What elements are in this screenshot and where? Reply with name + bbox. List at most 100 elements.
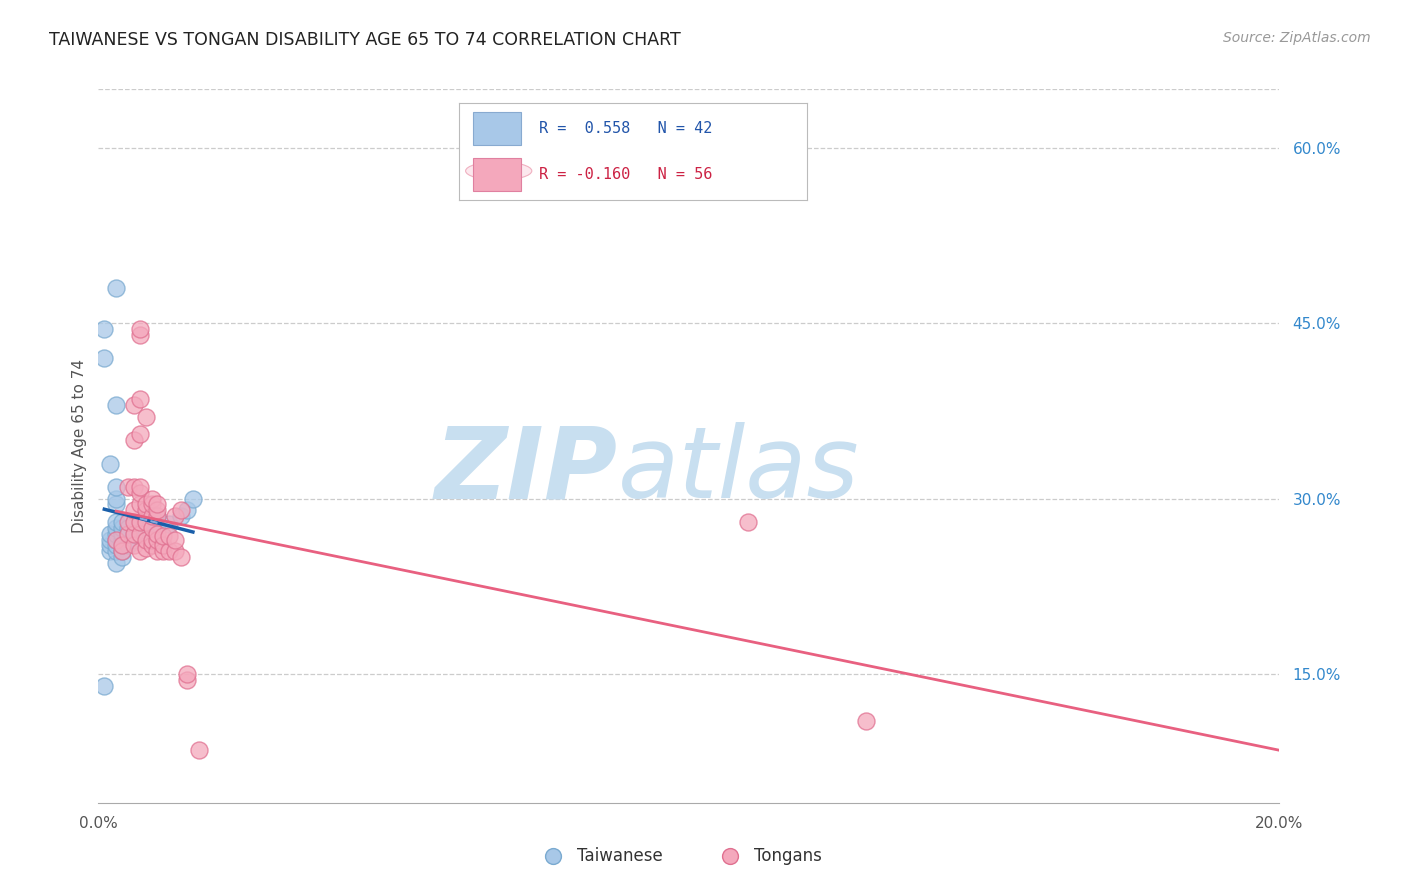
Point [141,538,163,552]
Point [128,327,150,342]
Point [135,541,157,555]
Point [141,509,163,524]
Text: TAIWANESE VS TONGAN DISABILITY AGE 65 TO 74 CORRELATION CHART: TAIWANESE VS TONGAN DISABILITY AGE 65 TO… [49,31,681,49]
Point [157,517,180,532]
Point [117,515,139,529]
Point [176,503,198,517]
Point [152,538,174,552]
Point [128,526,150,541]
Point [98,526,121,541]
Point [105,480,128,494]
Point [146,498,169,512]
Point [737,515,759,529]
Point [111,544,134,558]
Point [105,515,128,529]
Point [165,544,187,558]
Point [111,521,134,535]
Point [117,480,139,494]
Point [141,521,163,535]
Text: atlas: atlas [619,423,859,519]
Point [135,409,157,424]
Point [128,485,150,500]
Point [128,322,150,336]
Point [117,526,139,541]
Point [157,529,180,543]
Point [157,544,180,558]
Point [111,544,134,558]
Point [105,521,128,535]
Text: Tongans: Tongans [754,847,821,865]
Point [146,526,169,541]
Text: ZIP: ZIP [434,423,619,519]
Point [111,526,134,541]
Point [181,491,204,506]
Point [135,503,157,517]
Point [135,515,157,529]
Point [146,544,169,558]
Point [170,503,193,517]
Point [128,515,150,529]
Point [122,433,145,447]
Point [146,533,169,547]
Point [170,509,193,524]
Point [105,398,128,412]
Point [135,533,157,547]
Point [141,498,163,512]
Point [105,533,128,547]
Point [128,480,150,494]
Point [111,533,134,547]
Point [146,503,169,517]
Point [122,503,145,517]
Point [117,538,139,552]
Point [105,498,128,512]
Text: Source: ZipAtlas.com: Source: ZipAtlas.com [1223,31,1371,45]
Point [141,533,163,547]
Point [122,526,145,541]
Point [111,538,134,552]
Point [117,526,139,541]
Point [117,521,139,535]
Point [98,538,121,552]
Point [146,521,169,535]
Point [135,515,157,529]
Point [128,392,150,407]
Point [146,509,169,524]
Point [152,529,174,543]
Point [146,509,169,524]
Point [105,538,128,552]
Point [98,457,121,471]
Point [152,544,174,558]
Point [128,427,150,442]
Point [135,526,157,541]
Point [93,322,115,336]
Point [135,498,157,512]
Point [122,538,145,552]
Point [165,509,187,524]
Point [98,533,121,547]
Point [98,544,121,558]
Point [105,544,128,558]
Point [170,550,193,565]
Point [187,743,209,757]
Point [122,515,145,529]
Point [105,281,128,295]
Point [176,673,198,687]
Point [165,533,187,547]
Point [105,556,128,570]
Point [111,515,134,529]
Point [855,714,877,728]
Point [176,667,198,681]
Point [128,544,150,558]
Point [141,491,163,506]
Point [122,398,145,412]
Point [128,521,150,535]
Point [105,491,128,506]
Point [122,480,145,494]
Point [93,351,115,366]
Point [111,538,134,552]
Point [111,550,134,565]
Text: Taiwanese: Taiwanese [576,847,662,865]
Point [122,526,145,541]
Point [105,533,128,547]
Point [128,498,150,512]
